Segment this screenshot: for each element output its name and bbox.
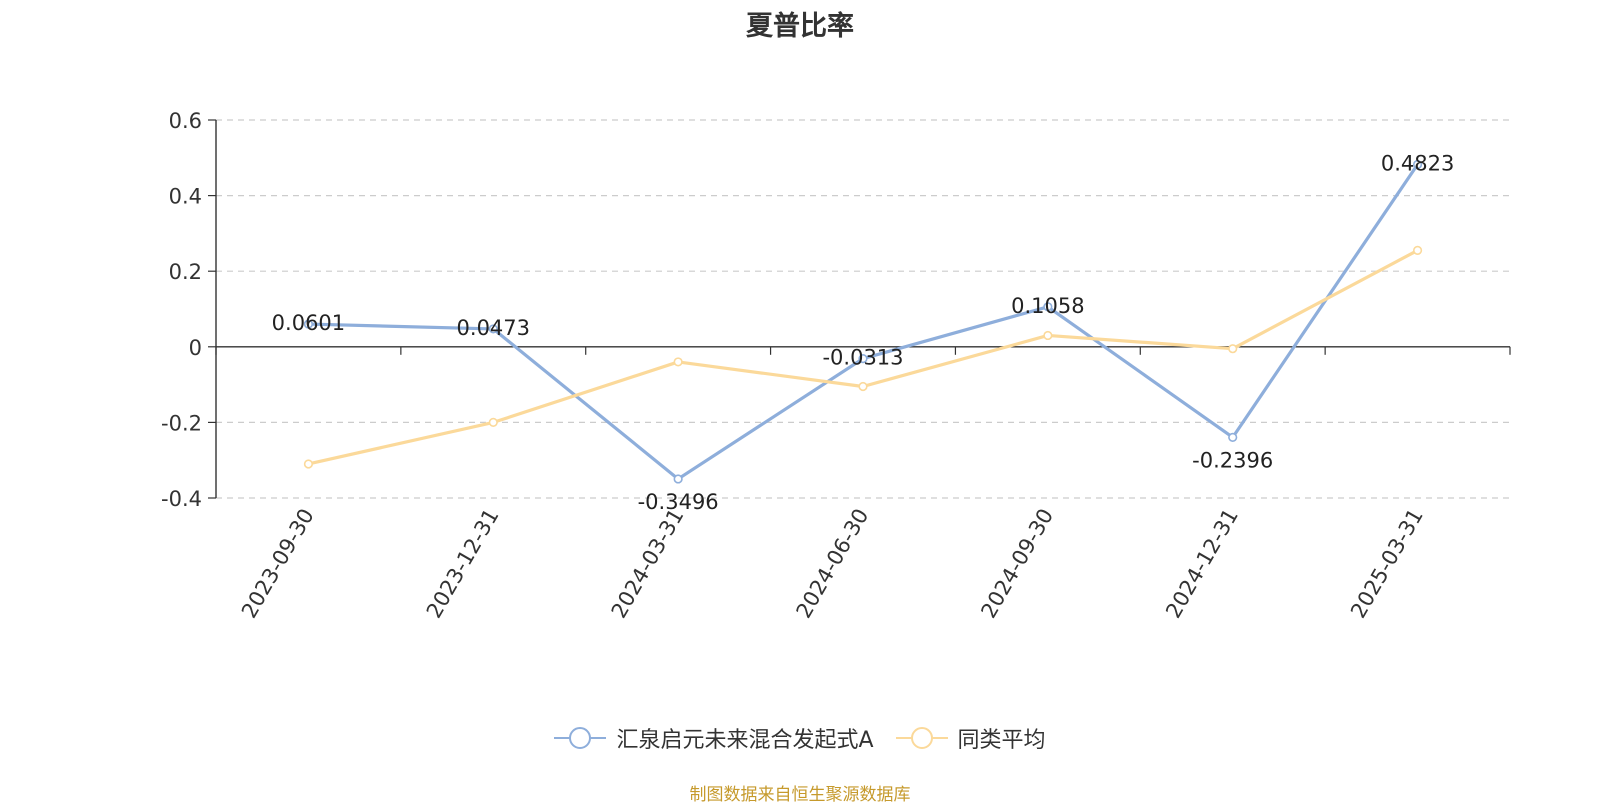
data-point-0 [673, 474, 683, 484]
data-label: 0.4823 [1381, 151, 1454, 175]
x-tick-label: 2024-06-30 [792, 505, 874, 623]
data-point-0 [303, 319, 314, 329]
data-point-1 [858, 381, 868, 392]
data-point-1 [1043, 330, 1053, 341]
data-point-1 [673, 357, 683, 367]
legend-label-fund: 汇泉启元未来混合发起式A [616, 728, 874, 753]
data-label: 0.0473 [457, 316, 530, 340]
y-axis: 0.6 0.4 0.2 0 -0.2 -0.4 [161, 109, 217, 511]
legend: 汇泉启元未来混合发起式A 同类平均 [0, 722, 1600, 754]
data-labels: 0.0601 0.0473 -0.3496 -0.0313 0.1058 -0.2396 0… [272, 151, 1455, 513]
data-label: -0.3496 [638, 490, 719, 514]
legend-swatch-fund [554, 726, 607, 750]
y-tick-label: 0 [189, 336, 202, 360]
data-label: -0.0313 [822, 346, 903, 370]
legend-swatch-category-average [895, 726, 948, 750]
source-note: 制图数据来自恒生聚源数据库 [689, 785, 911, 805]
data-point-0 [1412, 159, 1423, 170]
x-tick-label: 2024-03-31 [607, 505, 689, 623]
data-point-0 [1228, 432, 1238, 442]
x-tick-label: 2024-09-30 [976, 505, 1058, 623]
chart-title: 夏普比率 [746, 11, 854, 42]
x-tick-label: 2023-09-30 [237, 505, 319, 623]
x-tick-label: 2024-12-31 [1161, 505, 1243, 623]
data-point-0 [858, 354, 868, 364]
y-tick-label: -0.4 [161, 487, 202, 511]
legend-item-fund[interactable]: 汇泉启元未来混合发起式A [554, 722, 874, 754]
legend-item-category-average[interactable]: 同类平均 [895, 722, 1046, 754]
data-point-1 [488, 417, 498, 428]
x-tick-label: 2023-12-31 [422, 505, 504, 623]
y-tick-label: 0.6 [169, 109, 202, 133]
y-tick-label: 0.4 [169, 185, 202, 209]
data-point-1 [303, 459, 314, 469]
grid-lines [216, 119, 1510, 499]
legend-label-category-average: 同类平均 [957, 728, 1046, 753]
data-label: -0.2396 [1192, 448, 1273, 472]
data-point-1 [1228, 344, 1238, 354]
data-label: 0.0601 [272, 311, 345, 335]
y-tick-label: 0.2 [169, 260, 202, 284]
series-layer [303, 159, 1423, 484]
data-point-0 [488, 324, 498, 334]
y-tick-label: -0.2 [161, 411, 202, 435]
x-tick-label: 2025-03-31 [1346, 505, 1428, 623]
data-point-0 [1043, 302, 1053, 312]
data-point-1 [1412, 245, 1423, 256]
data-label: 0.1058 [1011, 294, 1084, 318]
